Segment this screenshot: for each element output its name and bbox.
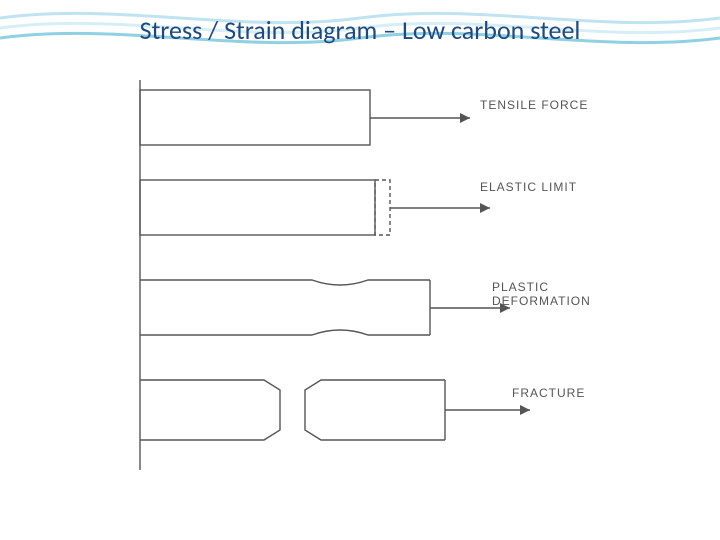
label-fracture: FRACTURE	[512, 386, 585, 400]
tensile-stages-diagram: TENSILE FORCE ELASTIC LIMIT PLASTIC DEFO…	[110, 70, 630, 510]
label-plastic-deformation: PLASTIC DEFORMATION	[492, 280, 630, 308]
page-title: Stress / Strain diagram – Low carbon ste…	[0, 14, 720, 46]
label-elastic-limit: ELASTIC LIMIT	[480, 180, 577, 194]
slide: Stress / Strain diagram – Low carbon ste…	[0, 0, 720, 540]
label-tensile-force: TENSILE FORCE	[480, 98, 588, 112]
